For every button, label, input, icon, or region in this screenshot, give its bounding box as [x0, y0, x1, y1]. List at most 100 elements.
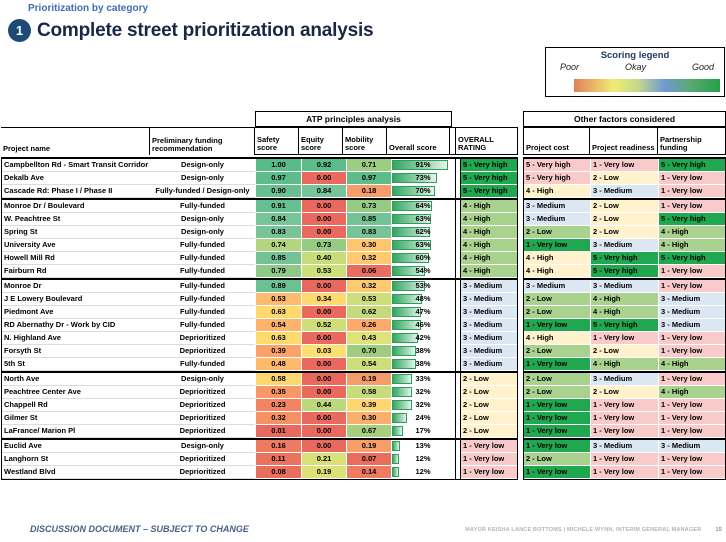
other-factors-row: 2 - Low 1 - Very low 1 - Very low	[524, 453, 725, 466]
overall-score-value: 13%	[415, 441, 431, 450]
project-row: Peachtree Center Ave Deprioritized 0.35 0.0…	[2, 386, 517, 399]
spacer-cell	[455, 373, 461, 386]
overall-rating-cell: 3 - Medium	[461, 332, 517, 344]
mobility-score-cell: 0.97	[347, 172, 391, 184]
project-row: University Ave Fully-funded 0.74 0.73 0.30 63…	[2, 239, 517, 252]
partnership-funding-cell: 4 - High	[659, 226, 725, 238]
scoring-legend-title: Scoring legend	[600, 50, 670, 61]
project-cost-cell: 5 - Very high	[524, 159, 590, 171]
project-readiness-cell: 2 - Low	[591, 172, 658, 184]
overall-score-value: 73%	[415, 173, 431, 182]
overall-rating-cell: 4 - High	[461, 200, 517, 212]
rating-group-separator	[2, 198, 517, 200]
overall-score-value: 63%	[415, 240, 431, 249]
overall-rating-cell: 3 - Medium	[461, 280, 517, 292]
mobility-score-cell: 0.73	[347, 200, 391, 212]
col-header-equity: Equity score	[298, 127, 343, 155]
partnership-funding-cell: 1 - Very low	[659, 399, 725, 411]
col-header-partnership-funding: Partnership funding	[657, 127, 726, 155]
overall-score-value: 42%	[415, 333, 431, 342]
page-title: Complete street prioritization analysis	[37, 20, 374, 41]
other-factors-row: 1 - Very low 4 - High 4 - High	[524, 358, 725, 371]
overall-score-value: 47%	[415, 307, 431, 316]
partnership-funding-cell: 1 - Very low	[659, 332, 725, 344]
project-cost-cell: 4 - High	[524, 185, 590, 197]
spacer-cell	[455, 425, 461, 438]
spacer-cell	[455, 466, 461, 479]
overall-rating-cell: 2 - Low	[461, 373, 517, 385]
project-readiness-cell: 3 - Medium	[591, 280, 658, 292]
overall-rating-cell: 2 - Low	[461, 425, 517, 437]
overall-score-cell: 48%	[392, 293, 454, 305]
safety-score-cell: 0.35	[256, 386, 301, 398]
spacer-cell	[455, 306, 461, 319]
mobility-score-cell: 0.19	[347, 373, 391, 385]
overall-score-bar	[392, 266, 426, 276]
safety-score-cell: 0.11	[256, 453, 301, 465]
overall-score-value: 53%	[415, 281, 431, 290]
project-row: Dekalb Ave Design-only 0.97 0.00 0.97 73% 5 - …	[2, 172, 517, 185]
safety-score-cell: 0.84	[256, 213, 301, 225]
spacer-cell	[455, 440, 461, 453]
rating-group-separator	[524, 198, 725, 200]
overall-score-value: 32%	[415, 400, 431, 409]
overall-score-bar	[392, 426, 403, 436]
overall-score-cell: 53%	[392, 280, 454, 292]
funding-recommendation-cell: Design-only	[150, 440, 255, 453]
project-readiness-cell: 2 - Low	[591, 226, 658, 238]
project-row: Howell Mill Rd Fully-funded 0.85 0.40 0.32 60…	[2, 252, 517, 265]
overall-score-cell: 42%	[392, 332, 454, 344]
other-factors-row: 1 - Very low 1 - Very low 1 - Very low	[524, 412, 725, 425]
partnership-funding-cell: 1 - Very low	[659, 172, 725, 184]
overall-rating-cell: 2 - Low	[461, 412, 517, 424]
mobility-score-cell: 0.67	[347, 425, 391, 437]
project-readiness-cell: 4 - High	[591, 306, 658, 318]
col-header-project-cost: Project cost	[523, 127, 590, 155]
project-readiness-cell: 3 - Medium	[591, 373, 658, 385]
other-factors-row: 1 - Very low 1 - Very low 1 - Very low	[524, 425, 725, 438]
other-factors-row: 4 - High 1 - Very low 1 - Very low	[524, 332, 725, 345]
spacer-cell	[455, 399, 461, 412]
overall-score-cell: 63%	[392, 213, 454, 225]
partnership-funding-cell: 4 - High	[659, 358, 725, 370]
project-row: Westland Blvd Deprioritized 0.08 0.19 0.14 12…	[2, 466, 517, 479]
project-row: Gilmer St Deprioritized 0.32 0.00 0.30 24% 2 -…	[2, 412, 517, 425]
overall-score-bar	[392, 346, 416, 356]
project-cost-cell: 4 - High	[524, 332, 590, 344]
equity-score-cell: 0.00	[302, 373, 346, 385]
spacer-cell	[455, 185, 461, 198]
partnership-funding-cell: 1 - Very low	[659, 345, 725, 357]
funding-recommendation-cell: Fully-funded	[150, 306, 255, 319]
mobility-score-cell: 0.71	[347, 159, 391, 171]
other-factors-banner: Other factors considered	[523, 111, 726, 127]
partnership-funding-cell: 3 - Medium	[659, 440, 725, 452]
mobility-score-cell: 0.58	[347, 386, 391, 398]
project-readiness-cell: 3 - Medium	[591, 440, 658, 452]
safety-score-cell: 0.90	[256, 185, 301, 197]
mobility-score-cell: 0.18	[347, 185, 391, 197]
overall-score-bar	[392, 387, 412, 397]
other-factors-row: 2 - Low 4 - High 3 - Medium	[524, 306, 725, 319]
footer-page-number: 15	[715, 527, 722, 533]
overall-score-bar	[392, 441, 401, 451]
funding-recommendation-cell: Deprioritized	[150, 345, 255, 358]
mobility-score-cell: 0.06	[347, 265, 391, 277]
project-cost-cell: 1 - Very low	[524, 425, 590, 437]
project-name-cell: Westland Blvd	[2, 466, 150, 479]
overall-score-cell: 73%	[392, 172, 454, 184]
project-cost-cell: 1 - Very low	[524, 399, 590, 411]
equity-score-cell: 0.19	[302, 466, 346, 478]
overall-score-value: 33%	[415, 374, 431, 383]
safety-score-cell: 0.58	[256, 373, 301, 385]
overall-score-cell: 64%	[392, 200, 454, 212]
other-factors-table-body: 5 - Very high 1 - Very low 5 - Very high 5 …	[523, 157, 726, 480]
funding-recommendation-cell: Fully-funded	[150, 200, 255, 213]
equity-score-cell: 0.00	[302, 213, 346, 225]
project-name-cell: Forsyth St	[2, 345, 150, 358]
project-name-cell: Dekalb Ave	[2, 172, 150, 185]
overall-rating-cell: 2 - Low	[461, 399, 517, 411]
overall-rating-cell: 1 - Very low	[461, 440, 517, 452]
project-cost-cell: 2 - Low	[524, 373, 590, 385]
project-name-cell: Fairburn Rd	[2, 265, 150, 278]
overall-rating-cell: 4 - High	[461, 226, 517, 238]
